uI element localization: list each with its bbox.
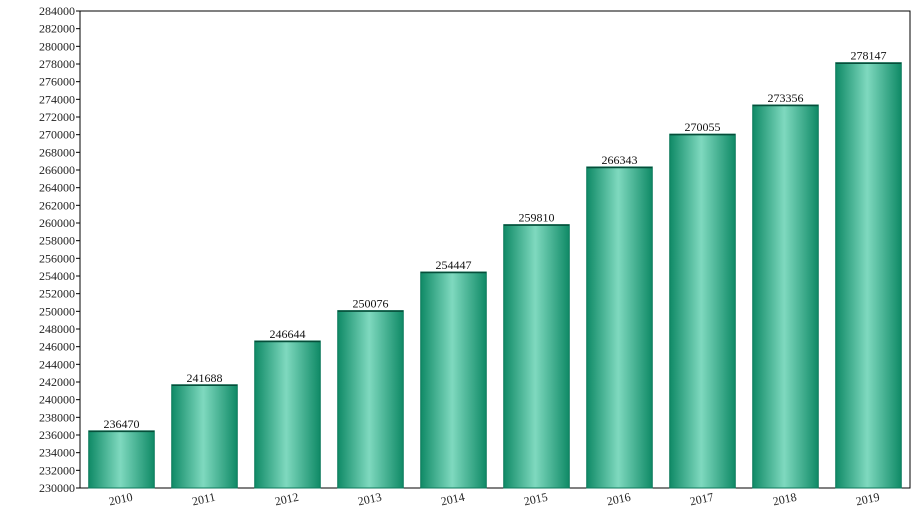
bar-2010: [88, 430, 155, 489]
y-tick-label: 240000: [39, 393, 75, 407]
y-tick-label: 266000: [39, 163, 75, 177]
y-tick-label: 256000: [39, 251, 75, 265]
y-tick-label: 270000: [39, 128, 75, 142]
y-tick-label: 234000: [39, 446, 75, 460]
y-tick-label: 244000: [39, 357, 75, 371]
bar-2015: [503, 224, 570, 489]
bar-2019: [835, 62, 902, 489]
y-tick-label: 262000: [39, 198, 75, 212]
y-tick-label: 276000: [39, 75, 75, 89]
y-tick-label: 230000: [39, 481, 75, 495]
y-axis-ticks: 230000 232000 234000 236000 238000 240000 2420…: [39, 4, 80, 495]
data-label-2012: 246644: [270, 327, 306, 341]
y-tick-label: 254000: [39, 269, 75, 283]
y-tick-label: 236000: [39, 428, 75, 442]
bar-2012: [254, 340, 321, 489]
y-tick-label: 284000: [39, 4, 75, 18]
bars: 236470 241688 246644 250076 254447 259810 2663…: [88, 49, 902, 489]
y-tick-label: 238000: [39, 410, 75, 424]
plot-frame: [79, 10, 911, 489]
y-tick-label: 278000: [39, 57, 75, 71]
data-label-2011: 241688: [187, 371, 223, 385]
y-tick-label: 260000: [39, 216, 75, 230]
bar-2011: [171, 384, 238, 489]
x-tick-label-2017: 2017: [688, 490, 714, 509]
bar-2018: [752, 104, 819, 489]
y-tick-label: 282000: [39, 22, 75, 36]
data-label-2015: 259810: [519, 211, 555, 225]
x-tick-label-2016: 2016: [605, 490, 631, 509]
y-tick-label: 268000: [39, 145, 75, 159]
bar-2017: [669, 133, 736, 489]
data-label-2014: 254447: [436, 258, 472, 272]
y-tick-label: 272000: [39, 110, 75, 124]
x-tick-label-2013: 2013: [356, 490, 382, 509]
y-tick-label: 280000: [39, 39, 75, 53]
x-axis-labels: 2010 2011 2012 2013 2014 2015 2016 2017 2018 2019: [107, 490, 880, 509]
y-tick-label: 232000: [39, 463, 75, 477]
plot-border: [79, 10, 911, 489]
x-tick-label-2019: 2019: [854, 490, 880, 509]
y-tick-label: 250000: [39, 304, 75, 318]
x-tick-label-2018: 2018: [771, 490, 797, 509]
x-tick-label-2012: 2012: [273, 490, 299, 509]
x-tick-label-2011: 2011: [191, 490, 217, 509]
bar-2014: [420, 271, 487, 489]
data-label-2019: 278147: [851, 49, 887, 63]
data-label-2016: 266343: [602, 153, 638, 167]
x-tick-label-2015: 2015: [522, 490, 548, 509]
y-tick-label: 252000: [39, 287, 75, 301]
data-label-2010: 236470: [104, 417, 140, 431]
y-tick-label: 248000: [39, 322, 75, 336]
y-tick-label: 274000: [39, 92, 75, 106]
y-tick-label: 246000: [39, 340, 75, 354]
x-tick-label-2010: 2010: [107, 490, 133, 509]
bar-2013: [337, 310, 404, 489]
data-label-2018: 273356: [768, 91, 804, 105]
y-tick-label: 264000: [39, 181, 75, 195]
bar-2016: [586, 166, 653, 489]
y-tick-label: 258000: [39, 234, 75, 248]
data-label-2013: 250076: [353, 297, 389, 311]
data-label-2017: 270055: [685, 120, 721, 134]
y-tick-label: 242000: [39, 375, 75, 389]
x-tick-label-2014: 2014: [439, 490, 465, 509]
